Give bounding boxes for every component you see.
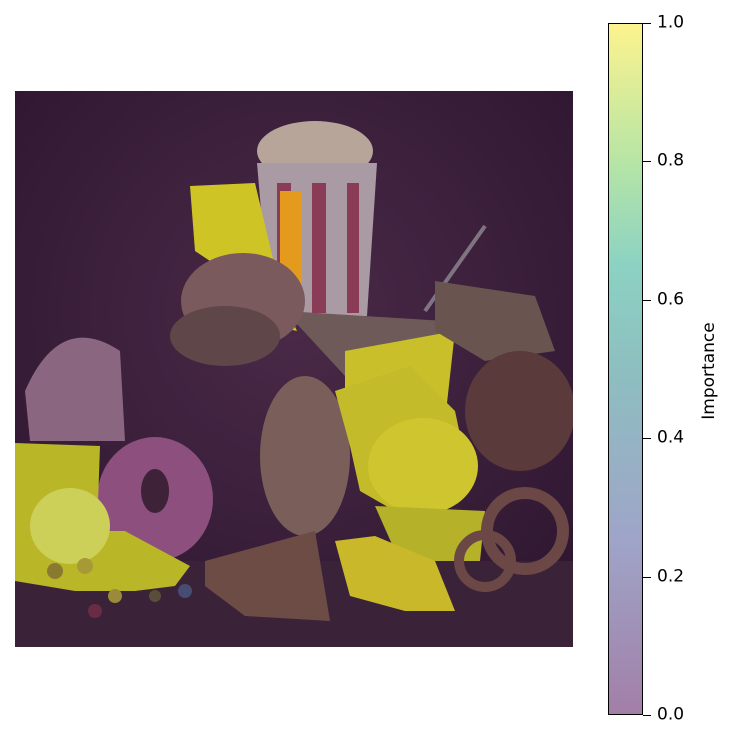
colorbar [608,23,643,715]
colorbar-tick [643,576,651,578]
colorbar-gradient [609,24,642,714]
colorbar-tick [643,438,651,440]
colorbar-tick [643,161,651,163]
colorbar-label: Importance [699,322,719,420]
highlighted-burger [335,366,485,561]
colorbar-tick [643,715,651,716]
colorbar-tick-label: 0.4 [657,427,685,448]
colorbar-tick-label: 0.2 [657,566,685,587]
colorbar-tick-label: 0.8 [657,150,685,171]
colorbar-tick [643,299,651,301]
colorbar-tick-label: 0.6 [657,289,685,310]
food-saliency-image [15,91,573,647]
donut [97,437,213,561]
saliency-overlay-image [15,91,573,647]
colorbar-tick-label: 0.0 [657,704,685,725]
colorbar-tick [643,23,651,24]
colorbar-tick-label: 1.0 [657,12,685,33]
